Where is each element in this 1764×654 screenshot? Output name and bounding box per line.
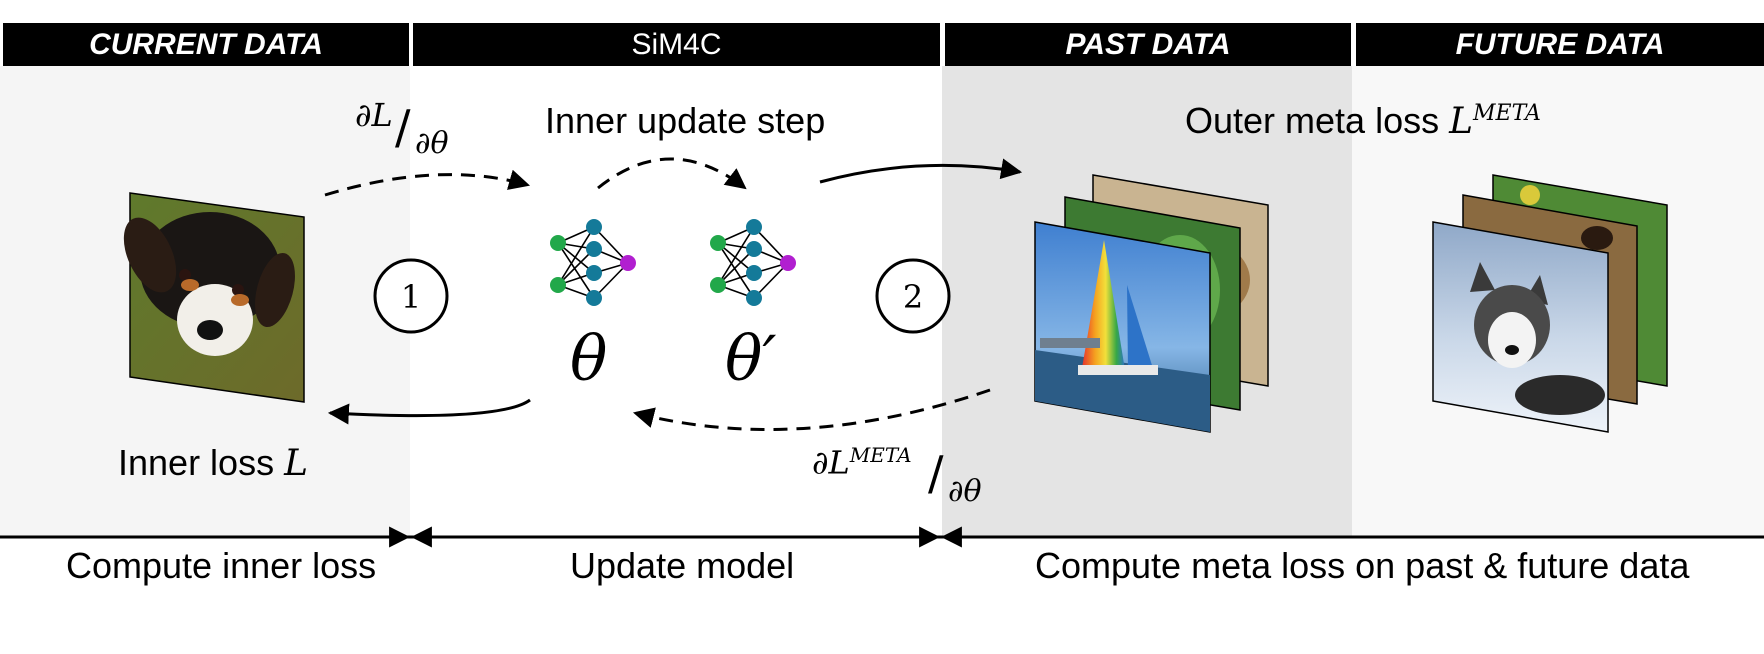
outer-meta-loss-symbol: L xyxy=(1449,101,1473,142)
step-1-circle xyxy=(373,258,449,334)
grad-inner-numerator: ∂L xyxy=(355,96,393,134)
outer-meta-loss-sup: META xyxy=(1473,101,1541,126)
outer-meta-loss-text: Outer meta loss xyxy=(1185,100,1450,141)
grad-meta-num-text: ∂L xyxy=(812,443,850,482)
grad-meta-numerator: ∂LMETA xyxy=(812,443,912,482)
timeline-compute-inner: Compute inner loss xyxy=(66,545,377,586)
grad-inner-denominator: ∂θ xyxy=(415,126,449,161)
inner-loss-label: Inner loss L xyxy=(118,442,308,484)
inner-update-step-label: Inner update step xyxy=(545,100,826,141)
grad-meta-slash: / xyxy=(928,446,944,500)
grad-meta-denominator: ∂θ xyxy=(948,474,982,509)
inner-loss-text: Inner loss xyxy=(118,442,285,483)
model-theta-icon xyxy=(550,219,636,306)
theta-prime-symbol: θ′ xyxy=(725,322,777,395)
header-future-data: FUTURE DATA xyxy=(1356,23,1764,66)
past-image-stack xyxy=(1034,174,1269,433)
future-image-stack xyxy=(1432,174,1668,433)
outer-meta-loss-label: Outer meta loss LMETA xyxy=(1185,100,1541,142)
step-2-circle xyxy=(875,258,951,334)
header-method: SiM4C xyxy=(413,23,940,66)
step-2-label: 2 xyxy=(902,278,924,316)
grad-inner-slash: / xyxy=(395,100,411,154)
arrow-inner-update xyxy=(597,157,747,190)
current-dog-image xyxy=(123,192,305,403)
arrow-grad-inner xyxy=(324,169,531,197)
model-theta-prime-icon xyxy=(710,219,796,306)
timeline-update-model: Update model xyxy=(570,545,795,586)
inner-loss-symbol: L xyxy=(284,443,308,484)
theta-symbol: θ xyxy=(570,322,608,395)
header-past-data: PAST DATA xyxy=(945,23,1351,66)
step-1-label: 1 xyxy=(400,278,422,316)
header-current-data: CURRENT DATA xyxy=(3,23,409,66)
method-panel xyxy=(410,66,942,536)
arrow-grad-meta xyxy=(632,388,991,431)
grad-meta-sup: META xyxy=(849,443,912,467)
timeline-compute-meta: Compute meta loss on past & future data xyxy=(1035,545,1690,586)
arrow-to-past xyxy=(819,158,1023,184)
arrow-inner-loss xyxy=(327,398,531,425)
